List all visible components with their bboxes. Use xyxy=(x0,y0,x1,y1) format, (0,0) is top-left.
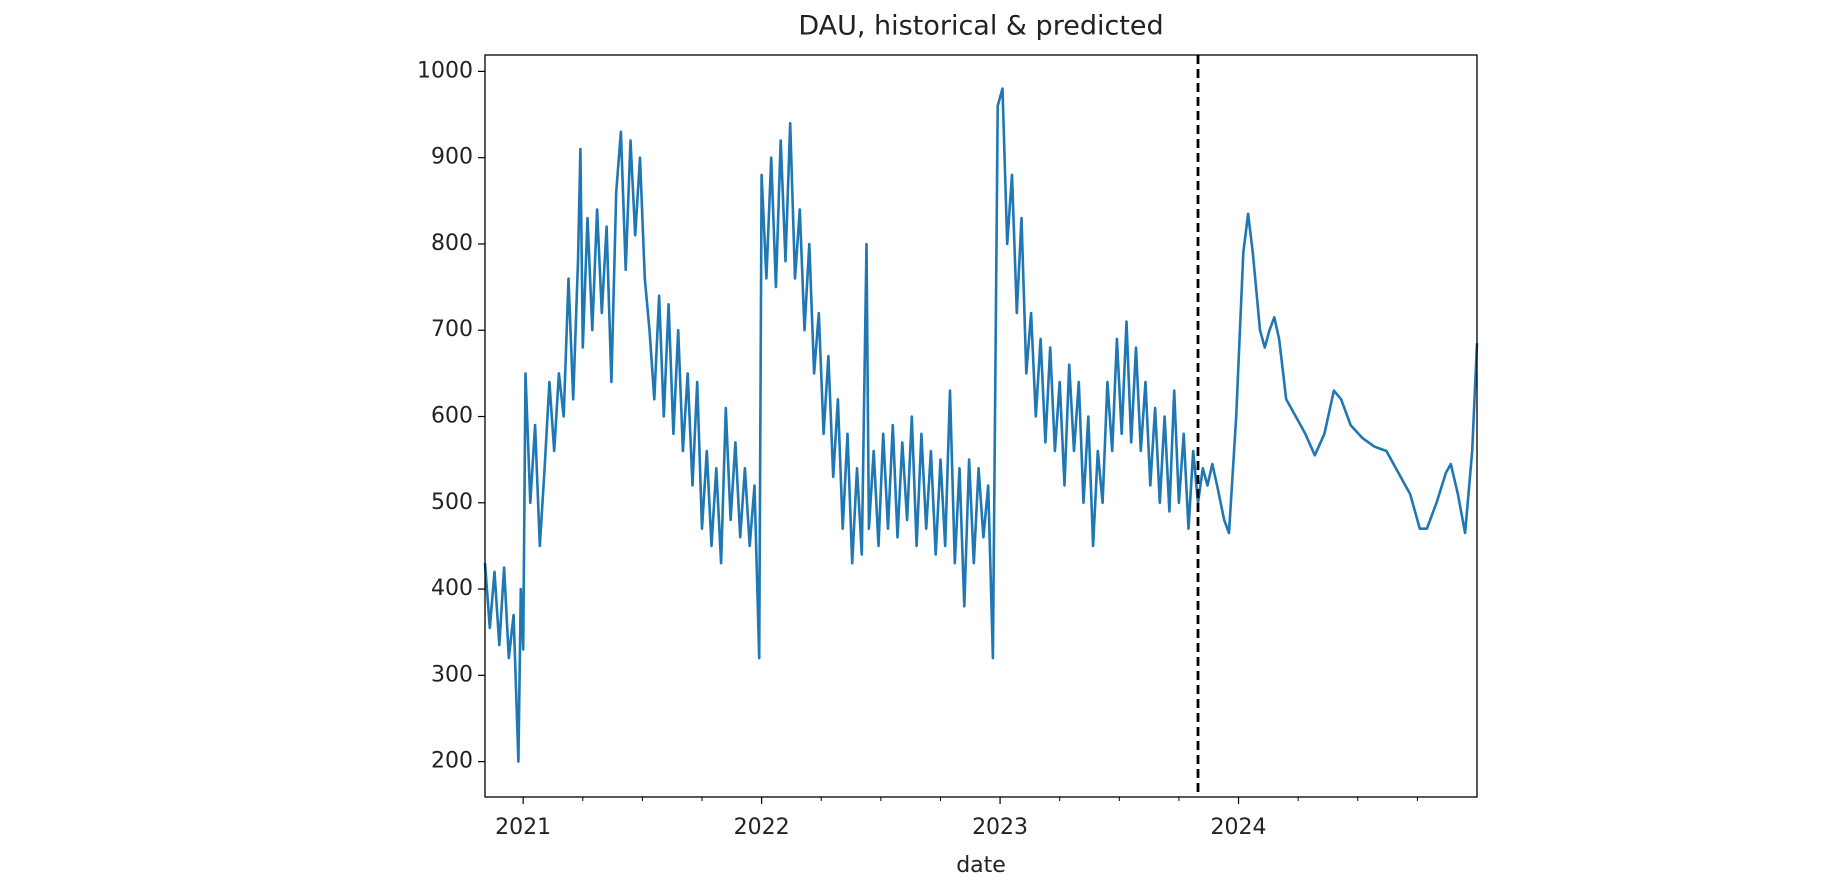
y-tick-label: 600 xyxy=(431,404,473,429)
x-tick-label: 2021 xyxy=(495,815,551,840)
plot-frame xyxy=(484,54,1478,798)
y-tick-label: 1000 xyxy=(417,58,473,83)
y-tick-label: 700 xyxy=(431,317,473,342)
x-tick-label: 2023 xyxy=(972,815,1028,840)
x-tick-label: 2024 xyxy=(1211,815,1267,840)
chart-title: DAU, historical & predicted xyxy=(798,11,1163,42)
y-tick-label: 400 xyxy=(431,576,473,601)
data-line xyxy=(483,87,1479,763)
y-tick-label: 200 xyxy=(431,749,473,774)
y-tick-label: 500 xyxy=(431,490,473,515)
x-axis-label: date xyxy=(956,853,1006,878)
y-tick-label: 900 xyxy=(431,145,473,170)
x-tick-label: 2022 xyxy=(734,815,790,840)
y-tick-label: 300 xyxy=(431,662,473,687)
y-tick-label: 800 xyxy=(431,231,473,256)
